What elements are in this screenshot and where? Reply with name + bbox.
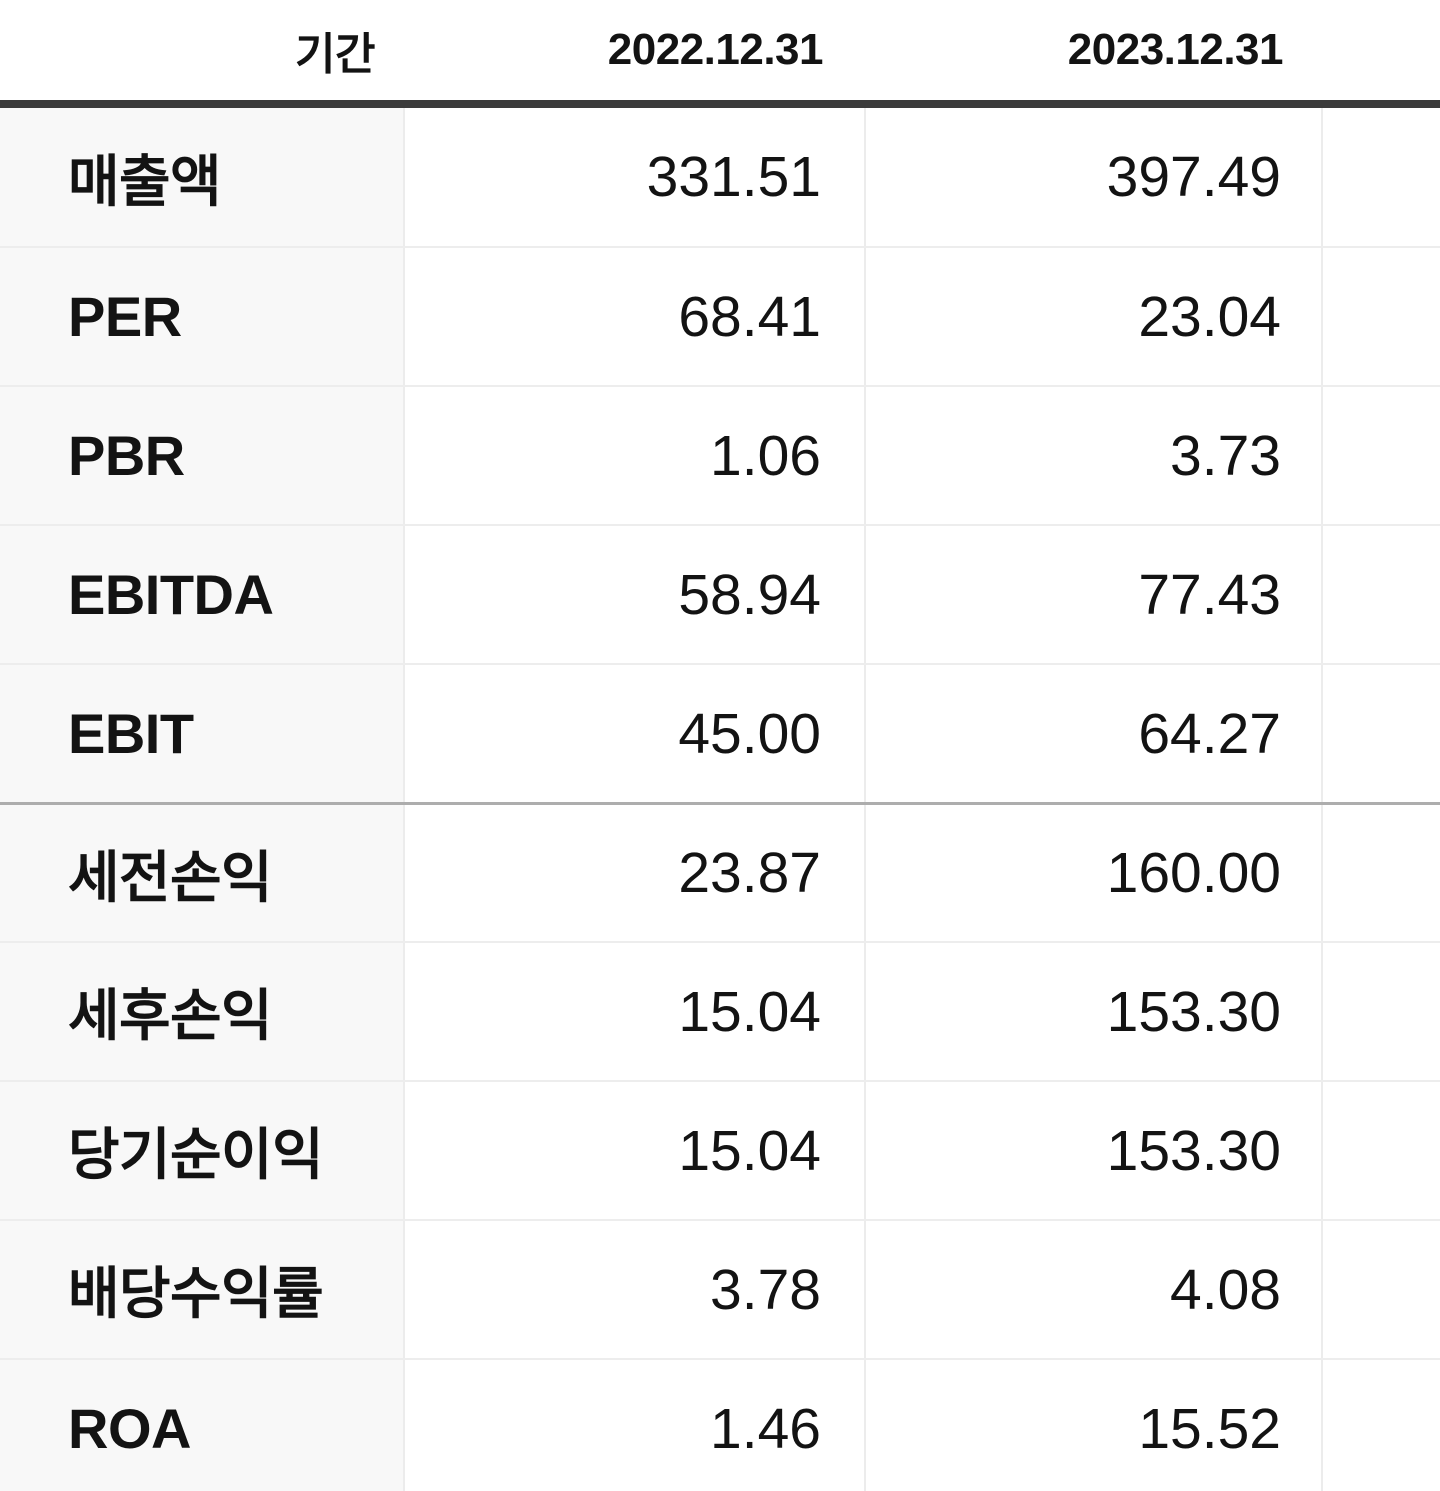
header-filler-cell — [1323, 0, 1440, 100]
metrics-table-body[interactable]: 매출액 331.51 397.49 PER 68.41 23.04 PBR 1.… — [0, 108, 1440, 1491]
row-filler-cell — [1323, 108, 1440, 246]
table-row: EBITDA 58.94 77.43 — [0, 524, 1440, 663]
row-label-cell: PBR — [0, 387, 405, 524]
row-label-cell: 세후손익 — [0, 943, 405, 1080]
row-label-cell: ROA — [0, 1360, 405, 1491]
table-row: ROA 1.46 15.52 — [0, 1358, 1440, 1491]
header-column-2022: 2022.12.31 — [607, 25, 824, 74]
row-value-cell-2022: 23.87 — [405, 805, 866, 941]
row-value-cell-2023: 153.30 — [866, 943, 1323, 1080]
row-value-cell-2023: 153.30 — [866, 1082, 1323, 1219]
row-value-cell-2023: 77.43 — [866, 526, 1323, 663]
row-value-cell-2022: 1.46 — [405, 1360, 866, 1491]
row-value-cell-2022: 3.78 — [405, 1221, 866, 1358]
row-filler-cell — [1323, 248, 1440, 385]
row-label-cell: EBIT — [0, 665, 405, 802]
table-row: PER 68.41 23.04 — [0, 246, 1440, 385]
row-filler-cell — [1323, 1221, 1440, 1358]
row-filler-cell — [1323, 1360, 1440, 1491]
row-filler-cell — [1323, 526, 1440, 663]
row-label-cell: 세전손익 — [0, 805, 405, 941]
table-header: 기간 2022.12.31 2023.12.31 — [0, 0, 1440, 100]
table-row: 매출액 331.51 397.49 — [0, 108, 1440, 246]
table-row: 당기순이익 15.04 153.30 — [0, 1080, 1440, 1219]
row-value-cell-2022: 15.04 — [405, 1082, 866, 1219]
row-value-cell-2022: 1.06 — [405, 387, 866, 524]
row-value-cell-2023: 160.00 — [866, 805, 1323, 941]
row-label-cell: PER — [0, 248, 405, 385]
row-filler-cell — [1323, 665, 1440, 802]
row-value-cell-2023: 3.73 — [866, 387, 1323, 524]
table-row: 세후손익 15.04 153.30 — [0, 941, 1440, 1080]
row-value-cell-2022: 331.51 — [405, 108, 866, 246]
row-filler-cell — [1323, 1082, 1440, 1219]
header-period-label: 기간 — [295, 30, 375, 79]
row-value-cell-2022: 68.41 — [405, 248, 866, 385]
row-label-cell: 당기순이익 — [0, 1082, 405, 1219]
row-value-cell-2023: 23.04 — [866, 248, 1323, 385]
row-value-cell-2022: 58.94 — [405, 526, 866, 663]
table-row: EBIT 45.00 64.27 — [0, 663, 1440, 802]
row-value-cell-2022: 45.00 — [405, 665, 866, 802]
row-filler-cell — [1323, 805, 1440, 941]
row-value-cell-2023: 15.52 — [866, 1360, 1323, 1491]
row-label-cell: 배당수익률 — [0, 1221, 405, 1358]
header-divider-bar — [0, 100, 1440, 108]
row-value-cell-2023: 4.08 — [866, 1221, 1323, 1358]
row-value-cell-2023: 397.49 — [866, 108, 1323, 246]
row-label-cell: EBITDA — [0, 526, 405, 663]
table-row: 배당수익률 3.78 4.08 — [0, 1219, 1440, 1358]
row-value-cell-2023: 64.27 — [866, 665, 1323, 802]
header-column-2023: 2023.12.31 — [1067, 25, 1284, 74]
row-filler-cell — [1323, 387, 1440, 524]
row-filler-cell — [1323, 943, 1440, 1080]
table-row: PBR 1.06 3.73 — [0, 385, 1440, 524]
row-label-cell: 매출액 — [0, 108, 405, 246]
table-row: 세전손익 23.87 160.00 — [0, 802, 1440, 941]
row-value-cell-2022: 15.04 — [405, 943, 866, 1080]
